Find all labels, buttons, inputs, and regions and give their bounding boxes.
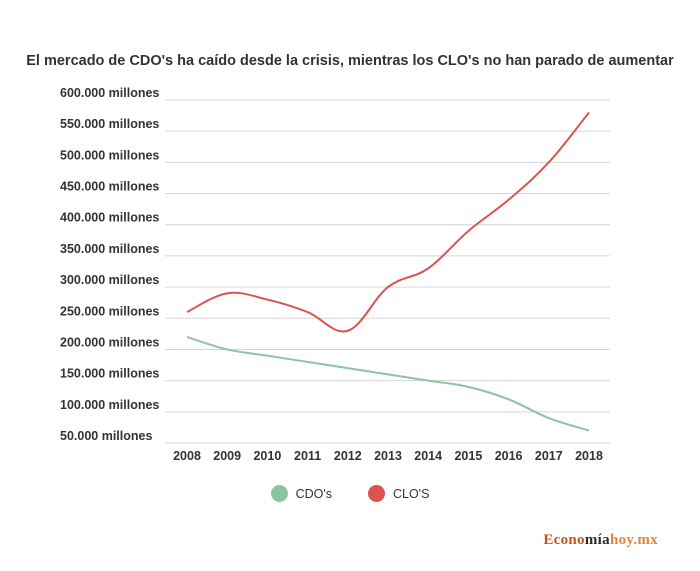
- y-tick-label: 200.000 millones: [60, 335, 159, 349]
- x-tick-label: 2014: [414, 449, 442, 463]
- legend-label-clos: CLO'S: [392, 486, 430, 501]
- series-lines: [186, 111, 590, 432]
- legend-item-cdos[interactable]: CDO's: [270, 485, 332, 502]
- y-tick-label: 450.000 millones: [60, 180, 159, 194]
- brand-part-3: hoy.mx: [609, 532, 658, 548]
- x-axis-ticks: 2008 2009 2010 2011 2012 2013 2014 2015 2016 2017…: [173, 449, 603, 463]
- y-axis-ticks: 600.000 millones 550.000 millones 500.000 …: [60, 86, 159, 443]
- legend-swatch-cdos: [270, 485, 288, 502]
- y-tick-label: 250.000 millones: [60, 304, 159, 318]
- chart-title: El mercado de CDO's ha caído desde la cr…: [26, 53, 674, 69]
- x-tick-label: 2013: [374, 449, 402, 463]
- y-tick-label: 50.000 millones: [60, 429, 152, 443]
- series-line-cdos: [186, 336, 590, 432]
- x-tick-label: 2008: [173, 449, 201, 463]
- y-tick-label: 600.000 millones: [60, 86, 159, 100]
- x-tick-label: 2017: [535, 449, 563, 463]
- y-tick-label: 500.000 millones: [60, 148, 159, 162]
- brand-logo: Economíahoy.mx: [543, 532, 658, 549]
- brand-part-1: Econo: [543, 532, 585, 548]
- x-tick-label: 2010: [253, 449, 281, 463]
- y-tick-label: 300.000 millones: [60, 273, 159, 287]
- y-tick-label: 400.000 millones: [60, 211, 159, 225]
- brand-part-2: mía: [584, 532, 610, 548]
- legend: CDO's CLO'S: [0, 485, 700, 502]
- x-tick-label: 2018: [575, 449, 603, 463]
- legend-label-cdos: CDO's: [295, 486, 332, 501]
- y-tick-label: 150.000 millones: [60, 367, 159, 381]
- legend-swatch-clos: [367, 485, 385, 502]
- x-tick-label: 2012: [334, 449, 362, 463]
- grid-lines: [165, 99, 610, 444]
- x-tick-label: 2009: [213, 449, 241, 463]
- x-tick-label: 2011: [294, 449, 321, 463]
- x-tick-label: 2016: [495, 449, 523, 463]
- y-tick-label: 550.000 millones: [60, 117, 159, 131]
- legend-item-clos[interactable]: CLO'S: [367, 485, 430, 502]
- x-tick-label: 2015: [454, 449, 482, 463]
- y-tick-label: 100.000 millones: [60, 398, 159, 412]
- y-tick-label: 350.000 millones: [60, 242, 159, 256]
- line-chart: 600.000 millones 550.000 millones 500.000 …: [60, 86, 610, 463]
- series-line-clos: [186, 111, 590, 333]
